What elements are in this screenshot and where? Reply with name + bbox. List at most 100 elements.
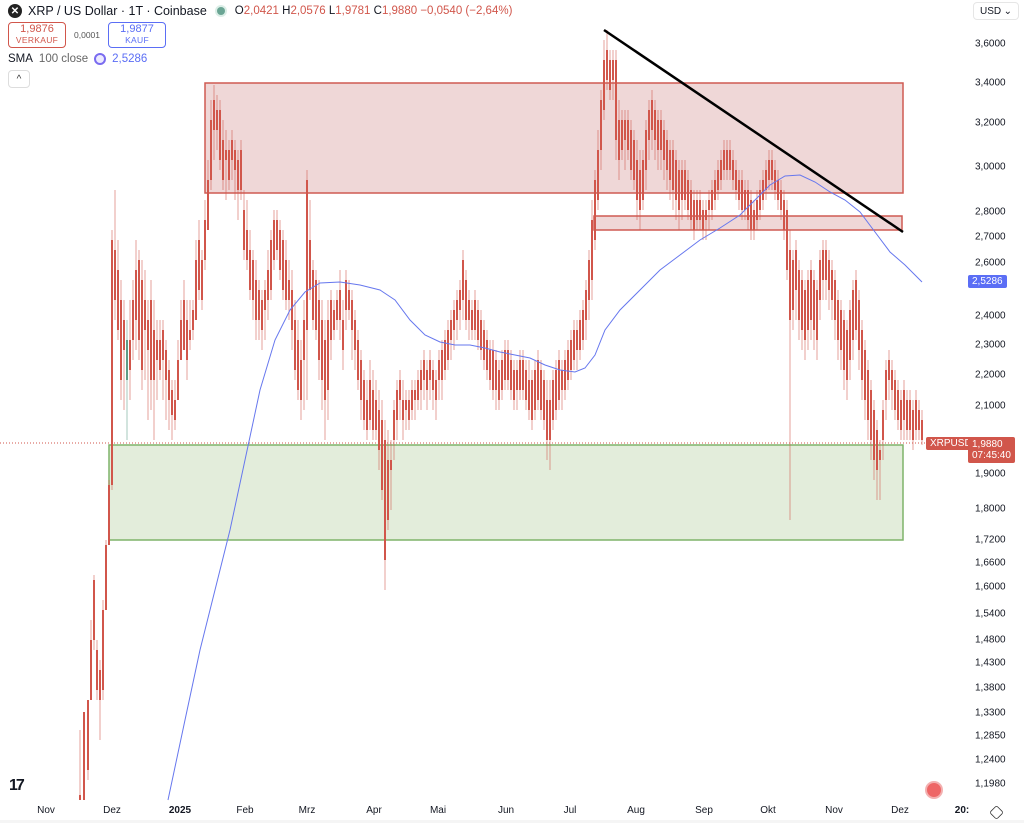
candle-body	[702, 210, 704, 230]
candle-body	[798, 270, 800, 320]
candle-body	[198, 240, 200, 290]
tradingview-logo[interactable]: 17	[9, 777, 25, 794]
symbol-title[interactable]: XRP / US Dollar · 1T · Coinbase	[28, 4, 207, 18]
candle-body	[378, 410, 380, 450]
candle-body	[147, 320, 149, 350]
candle-body	[144, 300, 146, 330]
change-value: −0,0540 (−2,64%)	[420, 5, 513, 17]
sell-button[interactable]: 1,9876 VERKAUF	[8, 22, 66, 48]
candle-body	[693, 200, 695, 230]
price-tick: 1,8000	[975, 503, 1006, 515]
candle-body	[306, 180, 308, 330]
candle-body	[282, 240, 284, 290]
candle-body	[267, 270, 269, 300]
candle-body	[495, 360, 497, 390]
currency-select[interactable]: USD ⌄	[973, 2, 1019, 20]
candle-body	[366, 400, 368, 430]
candle-body	[501, 360, 503, 390]
buy-button[interactable]: 1,9877 KAUF	[108, 22, 166, 48]
trendline	[603, 28, 904, 234]
candle-body	[786, 210, 788, 270]
candle-body	[645, 130, 647, 170]
candle-body	[102, 610, 104, 690]
candle-body	[417, 380, 419, 400]
candle-body	[141, 280, 143, 370]
candle-body	[96, 650, 98, 690]
candle-body	[774, 170, 776, 190]
candle-body	[159, 340, 161, 370]
ohlc-values: O2,0421 H2,0576 L1,9781 C1,9880 −0,0540 …	[234, 5, 513, 17]
price-tick: 3,0000	[975, 161, 1006, 173]
candle-body	[912, 410, 914, 440]
candle-body	[216, 110, 218, 130]
candle-body	[411, 390, 413, 410]
candle-body	[384, 440, 386, 560]
candle-body	[83, 712, 85, 800]
candle-body	[234, 150, 236, 170]
candle-body	[381, 420, 383, 490]
candle-body	[312, 270, 314, 320]
last-price: 1,9880	[972, 439, 1003, 450]
candle-body	[375, 400, 377, 430]
price-tick: 1,7200	[975, 534, 1006, 546]
time-tick: Aug	[627, 805, 645, 816]
candle-body	[627, 120, 629, 150]
candle-body	[309, 240, 311, 290]
candle-body	[765, 170, 767, 190]
candle-body	[354, 320, 356, 350]
candle-body	[600, 100, 602, 150]
candle-body	[387, 460, 389, 520]
price-tick: 1,6600	[975, 557, 1006, 569]
candle-body	[717, 170, 719, 190]
candle-body	[588, 260, 590, 300]
candle-body	[714, 180, 716, 200]
candle-body	[99, 670, 101, 700]
support-zone	[108, 444, 904, 541]
price-tick: 1,4800	[975, 634, 1006, 646]
candle-body	[465, 280, 467, 320]
candle-body	[720, 160, 722, 180]
indicator-params: 100 close	[38, 53, 89, 65]
candle-body	[591, 220, 593, 280]
candle-body	[852, 290, 854, 340]
candle-body	[612, 60, 614, 80]
candle-body	[399, 380, 401, 400]
time-tick: Jul	[563, 805, 577, 816]
candle-body	[396, 390, 398, 420]
candle-body	[819, 260, 821, 300]
buy-label: KAUF	[125, 35, 149, 45]
spread-value: 0,0001	[74, 30, 100, 40]
collapse-legend-button[interactable]: ^	[8, 70, 30, 88]
candle-body	[888, 360, 890, 380]
candle-body	[432, 370, 434, 390]
symbol-tag: XRPUSD	[926, 437, 976, 450]
time-tick: 2025	[168, 805, 192, 816]
candle-body	[255, 280, 257, 320]
candle-body	[105, 545, 107, 610]
bottom-border	[0, 820, 1024, 823]
indicator-legend[interactable]: SMA 100 close 2,5286	[8, 53, 147, 65]
candle-body	[138, 260, 140, 340]
candle-body	[129, 340, 131, 370]
candle-body	[114, 250, 116, 300]
candle-body	[816, 290, 818, 340]
candle-body	[132, 300, 134, 340]
price-tick: 2,8000	[975, 206, 1006, 218]
candle-body	[672, 150, 674, 190]
price-tick: 2,3000	[975, 339, 1006, 351]
candle-body	[903, 390, 905, 420]
candle-body	[723, 150, 725, 170]
us-flag-icon[interactable]	[925, 781, 943, 799]
candle-body	[79, 795, 81, 800]
candle-body	[438, 360, 440, 380]
candle-body	[921, 420, 923, 440]
candle-body	[351, 300, 353, 330]
candle-body	[474, 300, 476, 330]
candle-body	[879, 450, 881, 460]
candle-body	[108, 485, 110, 545]
candle-body	[324, 340, 326, 400]
candle-body	[459, 290, 461, 310]
candle-body	[348, 290, 350, 310]
candle-body	[507, 350, 509, 380]
